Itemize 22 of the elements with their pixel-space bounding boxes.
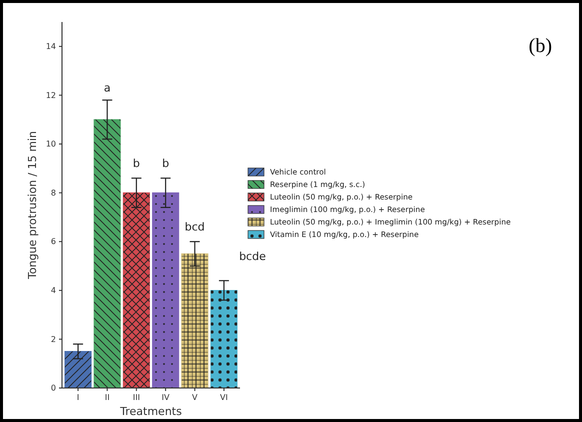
x-tick-label: IV bbox=[162, 393, 170, 402]
y-tick-label: 10 bbox=[46, 140, 56, 149]
y-tick-label: 12 bbox=[46, 90, 56, 100]
annotation: bcd bbox=[184, 220, 205, 234]
annotation: bcde bbox=[239, 250, 266, 263]
y-tick-label: 6 bbox=[50, 237, 56, 246]
y-axis-title: Tongue protrusion / 15 min bbox=[26, 130, 39, 280]
x-tick-label: VI bbox=[220, 393, 228, 402]
text: (b) bbox=[528, 35, 552, 57]
x-tick-label: II bbox=[104, 393, 110, 402]
y-tick-label: 8 bbox=[50, 188, 56, 198]
y-tick-label: 2 bbox=[50, 334, 56, 344]
x-tick-label: V bbox=[192, 393, 198, 402]
y-tick-label: 4 bbox=[50, 286, 56, 295]
annotation: b bbox=[162, 157, 170, 170]
x-tick-label: I bbox=[76, 393, 80, 402]
y-tick-label: 14 bbox=[46, 42, 56, 51]
x-axis-title: Treatments bbox=[119, 405, 182, 418]
annotation: b bbox=[132, 157, 140, 170]
x-tick-label: III bbox=[132, 393, 140, 402]
y-tick-label: 0 bbox=[50, 384, 56, 393]
annotation: a bbox=[104, 81, 111, 94]
